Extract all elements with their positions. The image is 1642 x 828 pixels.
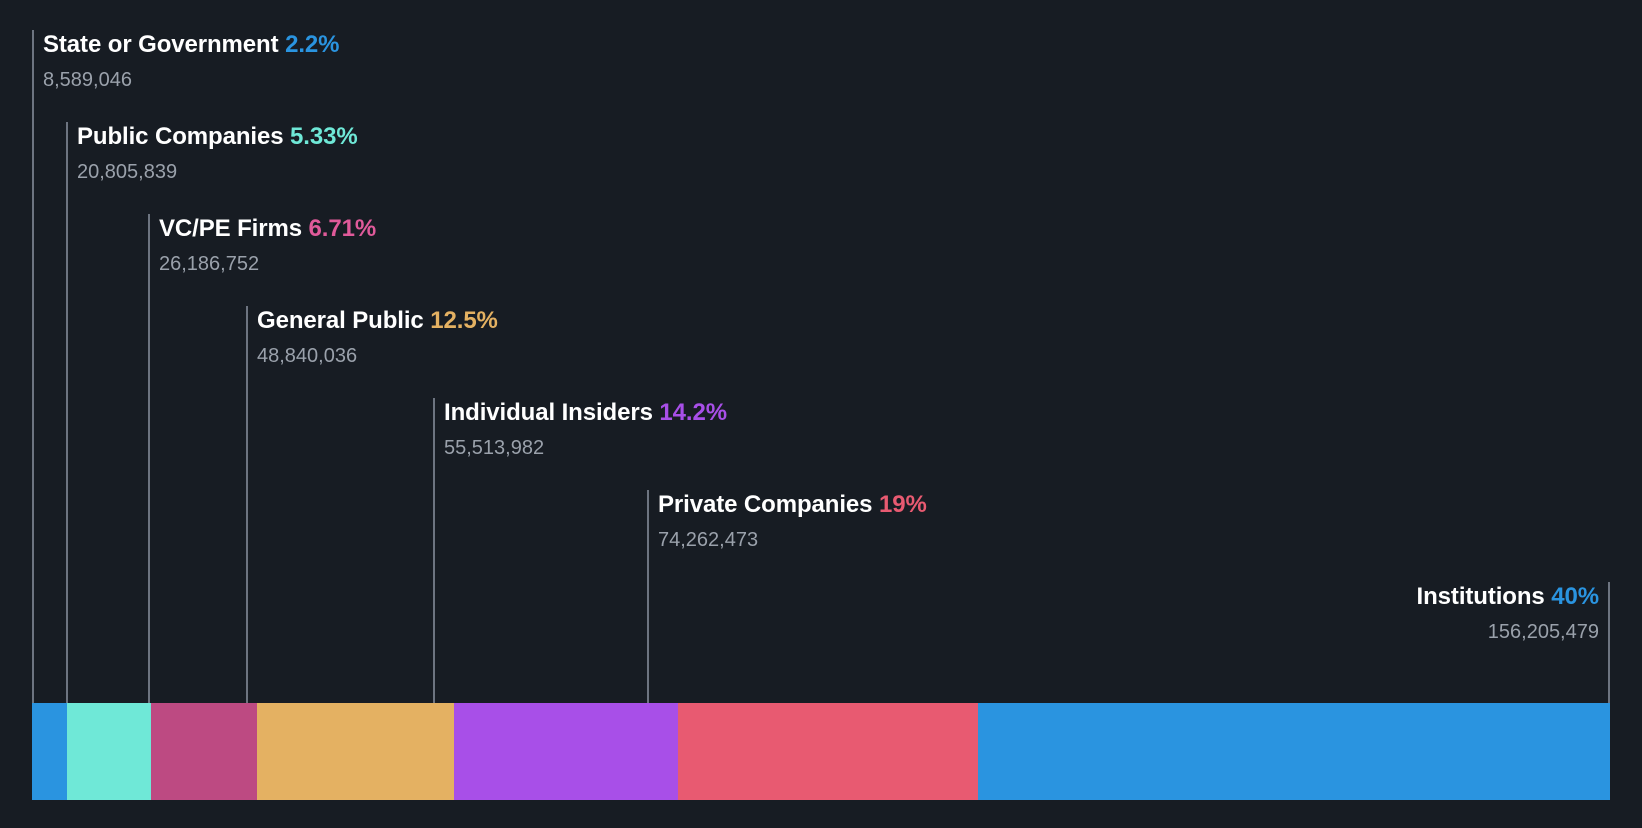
bar-segment-individual-insiders[interactable] <box>454 703 679 800</box>
label-percent-individual-insiders: 14.2% <box>659 399 727 426</box>
bar-segment-state-or-government[interactable] <box>32 703 67 800</box>
label-count-vc-pe-firms: 26,186,752 <box>159 253 260 275</box>
label-percent-general-public: 12.5% <box>430 307 498 334</box>
connector-line-institutions <box>1608 582 1610 705</box>
bar-segment-private-companies[interactable] <box>678 703 979 800</box>
label-name-vc-pe-firms: VC/PE Firms <box>159 215 302 242</box>
label-name-general-public: General Public <box>257 307 424 334</box>
label-name-public-companies: Public Companies <box>77 123 284 150</box>
label-title-vc-pe-firms: VC/PE Firms 6.71% <box>159 214 376 244</box>
label-percent-private-companies: 19% <box>878 491 927 518</box>
label-text-column-institutions: Institutions 40% 156,205,479 <box>1416 582 1600 645</box>
connector-line-state-or-government <box>32 30 34 705</box>
label-count-individual-insiders: 55,513,982 <box>444 437 545 459</box>
connector-line-individual-insiders <box>433 398 435 705</box>
label-count-institutions: 156,205,479 <box>1487 621 1599 643</box>
label-percent-state-or-government: 2.2% <box>285 31 340 58</box>
label-title-public-companies: Public Companies 5.33% <box>77 122 358 152</box>
label-name-institutions: Institutions <box>1416 583 1545 610</box>
label-count-public-companies: 20,805,839 <box>77 161 178 183</box>
label-text-column-individual-insiders: Individual Insiders 14.2% 55,513,982 <box>444 398 727 461</box>
label-title-individual-insiders: Individual Insiders 14.2% <box>444 398 727 428</box>
label-count-private-companies: 74,262,473 <box>658 529 759 551</box>
label-text-column-general-public: General Public 12.5% 48,840,036 <box>257 306 498 369</box>
label-name-private-companies: Private Companies <box>658 491 873 518</box>
label-title-private-companies: Private Companies 19% <box>658 490 927 520</box>
connector-line-private-companies <box>647 490 649 705</box>
label-percent-vc-pe-firms: 6.71% <box>308 215 377 242</box>
connector-line-general-public <box>246 306 248 705</box>
label-text-column-state-or-government: State or Government 2.2% 8,589,046 <box>43 30 339 93</box>
label-name-individual-insiders: Individual Insiders <box>444 399 653 426</box>
connector-line-public-companies <box>66 122 68 705</box>
label-count-general-public: 48,840,036 <box>257 345 358 367</box>
bar-segment-institutions[interactable] <box>978 703 1610 800</box>
bar-segment-vc-pe-firms[interactable] <box>150 703 257 800</box>
label-text-column-public-companies: Public Companies 5.33% 20,805,839 <box>77 122 358 185</box>
label-text-column-vc-pe-firms: VC/PE Firms 6.71% 26,186,752 <box>159 214 376 277</box>
label-title-general-public: General Public 12.5% <box>257 306 498 336</box>
bar-segment-public-companies[interactable] <box>66 703 151 800</box>
label-text-column-private-companies: Private Companies 19% 74,262,473 <box>658 490 927 553</box>
connector-line-vc-pe-firms <box>148 214 150 705</box>
label-percent-institutions: 40% <box>1551 583 1599 610</box>
ownership-stacked-bar <box>32 703 1610 800</box>
label-title-state-or-government: State or Government 2.2% <box>43 30 339 60</box>
label-title-institutions: Institutions 40% <box>1416 582 1600 612</box>
label-name-state-or-government: State or Government <box>43 31 279 58</box>
bar-segment-general-public[interactable] <box>256 703 455 800</box>
label-percent-public-companies: 5.33% <box>290 123 358 150</box>
label-count-state-or-government: 8,589,046 <box>43 69 132 91</box>
